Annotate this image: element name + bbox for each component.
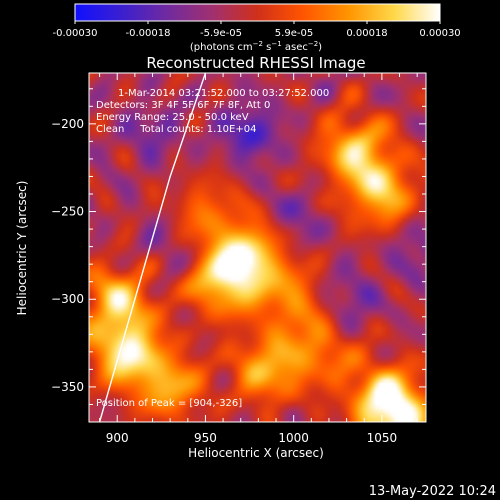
x-tick-label: 950 [194, 431, 217, 445]
colorbar-tick-label: 0.00018 [346, 28, 387, 39]
solar-limb-curve [98, 73, 207, 422]
x-tick-label: 1000 [278, 431, 309, 445]
x-tick-label: 900 [106, 431, 129, 445]
annotation-detectors: Detectors: 3F 4F 5F 6F 7F 8F, Att 0 [96, 100, 270, 111]
annotation-energy: Energy Range: 25.0 - 50.0 keV [96, 112, 249, 123]
colorbar-tick-label: -0.00030 [53, 28, 98, 39]
colorbar-tick-label: -5.9e-05 [200, 28, 242, 39]
y-tick-label: −250 [51, 205, 84, 219]
colorbar-tick-label: -0.00018 [126, 28, 171, 39]
axis-ticks: 900 950 1000 1050 −200 −250 −300 −350 [51, 73, 426, 445]
plot-area: 900 950 1000 1050 −200 −250 −300 −350 1-Mar-201… [51, 72, 427, 445]
x-tick-label: 1050 [367, 431, 398, 445]
colorbar: -0.00030 -0.00018 -5.9e-05 5.9e-05 0.00018 0.… [53, 3, 461, 53]
x-axis-label: Heliocentric X (arcsec) [188, 446, 324, 460]
chart-title: Reconstructed RHESSI Image [146, 54, 365, 72]
colorbar-tick-label: 0.00030 [419, 28, 460, 39]
y-axis-label: Heliocentric Y (arcsec) [15, 181, 29, 316]
annotation-peak: Position of Peak = [904,-326] [96, 398, 242, 409]
colorbar-strip [74, 3, 441, 22]
y-tick-label: −200 [51, 117, 84, 131]
y-tick-label: −300 [51, 292, 84, 306]
heatmap-image [89, 73, 426, 422]
footer-date: 13-May-2022 10:24 [369, 484, 496, 499]
plot-frame [88, 72, 427, 423]
annotation-time: 1-Mar-2014 03:21:52.000 to 03:27:52.000 [118, 88, 329, 99]
colorbar-tick-label: 5.9e-05 [275, 28, 313, 39]
colorbar-units: (photons cm−2 s−1 asec−2) [190, 40, 322, 53]
colorbar-ticks: -0.00030 -0.00018 -5.9e-05 5.9e-05 0.00018 0.… [53, 21, 461, 39]
annotation-clean: Clean Total counts: 1.10E+04 [96, 124, 256, 135]
y-tick-label: −350 [51, 380, 84, 394]
